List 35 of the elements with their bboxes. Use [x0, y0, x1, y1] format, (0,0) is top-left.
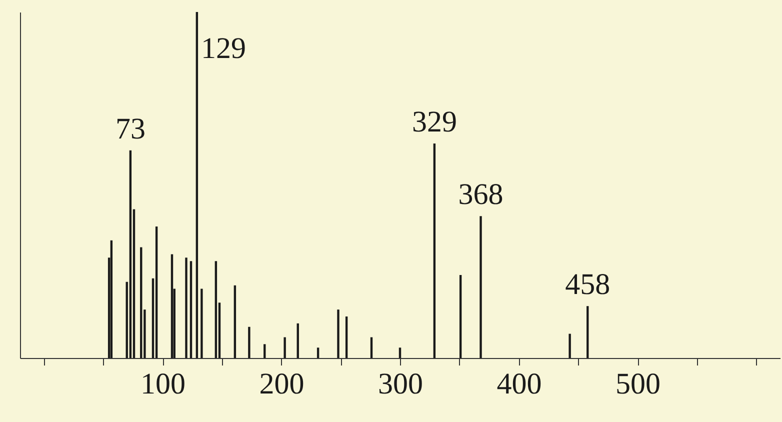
bar	[398, 348, 402, 358]
bar	[140, 247, 142, 358]
bar	[480, 216, 482, 358]
bar	[155, 226, 158, 358]
bar	[234, 285, 236, 358]
bar	[196, 12, 198, 358]
bar	[214, 261, 218, 358]
bar	[110, 240, 113, 358]
x-tick-label: 300	[378, 368, 423, 400]
annotation: 368	[458, 178, 504, 212]
bar	[248, 326, 250, 358]
bar	[284, 337, 286, 358]
x-tick-label: 100	[140, 368, 186, 400]
bar	[185, 258, 188, 358]
bar	[170, 254, 174, 358]
bar	[370, 337, 373, 358]
bar	[345, 316, 348, 358]
annotation: 129	[200, 32, 246, 65]
bar	[296, 323, 299, 358]
bar	[129, 150, 132, 358]
bar	[337, 310, 340, 358]
annotation: 458	[565, 268, 610, 302]
bar	[200, 288, 203, 358]
bar	[586, 306, 589, 358]
bar	[264, 344, 266, 358]
bar	[568, 334, 571, 358]
bar	[459, 274, 462, 358]
x-tick-label: 200	[259, 368, 304, 400]
bar	[316, 348, 320, 358]
x-tick-label: 500	[616, 368, 660, 400]
annotation: 329	[412, 105, 457, 138]
x-tick-label: 400	[496, 368, 542, 400]
annotation: 73	[115, 112, 146, 146]
bar	[190, 261, 192, 358]
bar	[433, 143, 436, 358]
